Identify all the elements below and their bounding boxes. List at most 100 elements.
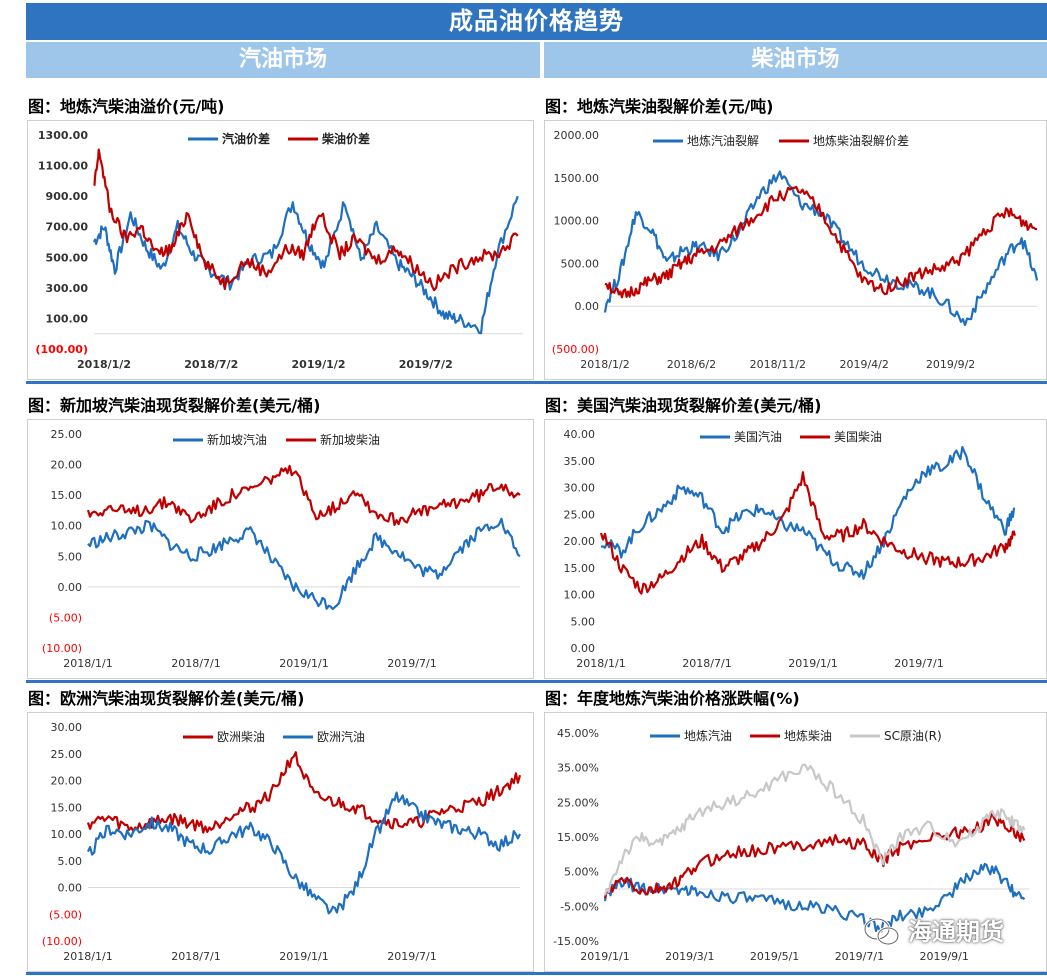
legend-label: 欧洲柴油 (217, 730, 265, 744)
y-tick-label: 25.00 (51, 748, 83, 761)
y-tick-label: 5.00 (58, 550, 83, 563)
y-tick-label: 5.00 (58, 855, 83, 868)
legend-label: 地炼柴油 (784, 728, 832, 743)
y-tick-label: 30.00 (564, 482, 596, 495)
x-tick-label: 2018/1/1 (576, 657, 625, 670)
y-tick-label: 1500.00 (554, 172, 600, 185)
singapore-crack-chart: 25.00 20.00 15.00 10.00 5.00 0.00 (5.00) (10.00… (42, 428, 521, 670)
y-tick-label: 0.00 (575, 300, 600, 313)
y-tick-label: 0.00 (571, 642, 596, 655)
x-tick-label: 2019/7/2 (399, 358, 453, 371)
row-divider-2 (26, 680, 1047, 683)
legend-label: 新加坡汽油 (207, 432, 267, 447)
x-tick-label: 2018/6/2 (667, 358, 716, 371)
y-tick-label: 25.00 (564, 508, 596, 521)
series-line (603, 862, 1026, 933)
y-tick-label: 5.00% (564, 866, 599, 879)
series-line (93, 148, 519, 292)
x-tick-label: 2019/4/2 (839, 358, 888, 371)
us-crack-chart: 40.00 35.00 30.00 25.00 20.00 15.00 10.00 5.00 0… (564, 428, 1016, 670)
x-tick-label: 2019/7/1 (387, 657, 436, 670)
y-tick-label: 15.00 (51, 801, 83, 814)
annual-change-chart: 45.00% 35.00% 25.00% 15.00% 5.00% -5.00% -15.0… (553, 727, 1029, 963)
gasoline-market-header: 汽油市场 (26, 42, 540, 78)
legend-label: 美国柴油 (834, 430, 882, 444)
y-tick-label: 45.00% (557, 727, 599, 740)
series-line (92, 195, 519, 335)
series-line (86, 464, 521, 526)
y-tick-label: 700.00 (46, 221, 89, 234)
y-tick-label: -15.00% (553, 935, 599, 948)
chart-panel-1: 1300.00 1100.00 900.00 700.00 500.00 300.00 10… (27, 120, 534, 380)
series-line (603, 812, 1026, 899)
chart-panel-2: 2000.00 1500.00 1000.00 500.00 0.00 (500.00) 2… (544, 120, 1047, 380)
y-tick-label: 20.00 (51, 459, 83, 472)
legend-label: 地炼汽油 (684, 728, 732, 743)
chart-panel-4: 40.00 35.00 30.00 25.00 20.00 15.00 10.00 5.00 0… (544, 419, 1047, 679)
chart-title-3: 图：新加坡汽柴油现货裂解价差(美元/桶) (28, 396, 321, 415)
x-tick-label: 2019/7/1 (894, 657, 943, 670)
x-tick-label: 2019/3/1 (665, 950, 714, 963)
y-tick-label: 100.00 (46, 312, 89, 325)
x-tick-label: 2018/7/2 (184, 358, 238, 371)
y-tick-label: (100.00) (35, 343, 88, 356)
legend-label: 地炼汽油裂解 (687, 133, 759, 148)
x-tick-label: 2018/7/1 (171, 950, 220, 963)
x-tick-label: 2019/9/2 (926, 358, 975, 371)
x-tick-label: 2019/1/1 (580, 950, 629, 963)
series-line (600, 446, 1016, 580)
y-tick-label: 0.00 (58, 882, 83, 895)
legend-label: 美国汽油 (734, 429, 782, 444)
chart-panel-5: 30.00 25.00 20.00 15.00 10.00 5.00 0.00 (5.00) (… (27, 712, 534, 972)
y-tick-label: 25.00% (557, 796, 599, 809)
series-line (603, 170, 1039, 327)
watermark-text: 海通期货 (908, 918, 1004, 946)
chart-panel-3: 25.00 20.00 15.00 10.00 5.00 0.00 (5.00) (10.00… (27, 419, 534, 679)
legend-label: 欧洲汽油 (317, 729, 365, 744)
y-tick-label: 0.00 (58, 581, 83, 594)
y-tick-label: (5.00) (49, 908, 82, 921)
y-tick-label: 15.00% (557, 831, 599, 844)
y-tick-label: (10.00) (42, 642, 82, 655)
y-tick-label: (500.00) (552, 343, 599, 356)
y-tick-label: 1100.00 (38, 160, 88, 173)
local-crack-spread-chart: 2000.00 1500.00 1000.00 500.00 0.00 (500.00) 2… (552, 129, 1039, 371)
legend-label: 地炼柴油裂解价差 (813, 133, 909, 148)
local-premium-chart: 1300.00 1100.00 900.00 700.00 500.00 300.00 10… (35, 129, 523, 371)
series-line (86, 751, 522, 834)
series-line (87, 517, 521, 611)
legend-label: 柴油价差 (321, 131, 370, 146)
chart-title-1: 图：地炼汽柴油溢价(元/吨) (28, 97, 225, 116)
series-line (599, 471, 1016, 595)
diesel-market-header: 柴油市场 (544, 42, 1047, 78)
page-banner: 成品油价格趋势 (26, 3, 1047, 40)
x-tick-label: 2018/11/2 (750, 358, 806, 371)
chart-title-2: 图：地炼汽柴油裂解价差(元/吨) (545, 97, 774, 116)
x-tick-label: 2019/1/1 (788, 657, 837, 670)
chart-panel-6: 45.00% 35.00% 25.00% 15.00% 5.00% -5.00% -15.0… (544, 712, 1047, 972)
row-divider-3 (26, 972, 1047, 975)
x-tick-label: 2019/7/1 (387, 950, 436, 963)
y-tick-label: 20.00 (51, 775, 83, 788)
legend-label: 新加坡柴油 (320, 432, 380, 447)
legend-label: 汽油价差 (222, 131, 270, 146)
europe-crack-chart: 30.00 25.00 20.00 15.00 10.00 5.00 0.00 (5.00) (… (42, 721, 522, 963)
row-divider-1 (26, 381, 1047, 384)
chart-title-5: 图：欧洲汽柴油现货裂解价差(美元/桶) (28, 689, 305, 708)
y-tick-label: 15.00 (51, 489, 83, 502)
y-tick-label: 40.00 (564, 428, 596, 441)
y-tick-label: 300.00 (46, 282, 89, 295)
y-tick-label: 30.00 (51, 721, 83, 734)
y-tick-label: 900.00 (46, 190, 89, 203)
chart-title-4: 图：美国汽柴油现货裂解价差(美元/桶) (545, 396, 822, 415)
series-line (87, 791, 521, 915)
y-tick-label: 15.00 (564, 562, 596, 575)
y-tick-label: 5.00 (571, 615, 596, 628)
y-tick-label: 35.00% (557, 762, 599, 775)
y-tick-label: 35.00 (564, 455, 596, 468)
y-tick-label: 500.00 (561, 257, 600, 270)
x-tick-label: 2019/1/1 (279, 657, 328, 670)
legend-label: SC原油(R) (884, 729, 942, 743)
y-tick-label: 10.00 (51, 520, 83, 533)
y-tick-label: 25.00 (51, 428, 83, 441)
